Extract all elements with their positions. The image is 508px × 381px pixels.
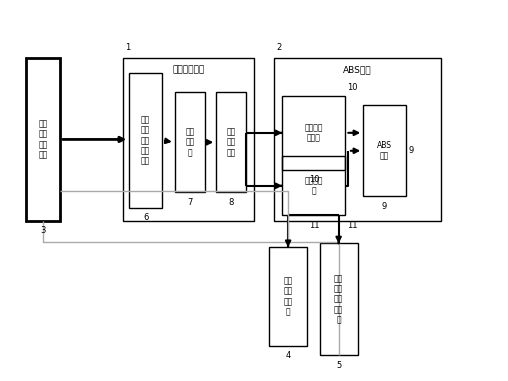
Bar — [282, 96, 345, 170]
Bar — [25, 58, 60, 221]
Text: 四个
传动
轴: 四个 传动 轴 — [185, 127, 195, 157]
Text: 控制
器及
显示
面板: 控制 器及 显示 面板 — [38, 119, 47, 160]
Text: 四个车轮
制动器: 四个车轮 制动器 — [305, 123, 323, 142]
Bar — [274, 58, 441, 221]
Text: 2: 2 — [277, 43, 282, 53]
Text: 1: 1 — [125, 43, 131, 53]
Text: 动力驱动系统: 动力驱动系统 — [172, 66, 204, 75]
Text: 10: 10 — [309, 175, 319, 184]
Bar — [129, 73, 162, 208]
Text: 5: 5 — [336, 361, 341, 370]
Bar — [175, 92, 205, 192]
Text: 11: 11 — [309, 221, 319, 230]
Text: 6: 6 — [143, 213, 148, 222]
Text: 7: 7 — [187, 198, 193, 207]
Text: 4: 4 — [285, 351, 291, 360]
Text: 11: 11 — [347, 221, 358, 230]
Bar — [320, 243, 358, 355]
Text: 10: 10 — [347, 83, 358, 92]
Text: 四个
磁粉
加载
器: 四个 磁粉 加载 器 — [283, 276, 293, 317]
Text: ABS系统: ABS系统 — [343, 66, 372, 75]
Text: 8: 8 — [229, 198, 234, 207]
Text: 四个
数据
信息
采集
器: 四个 数据 信息 采集 器 — [334, 274, 343, 325]
Text: 四个
模拟
车轮: 四个 模拟 车轮 — [227, 127, 236, 157]
Text: 9: 9 — [382, 202, 387, 211]
Text: 四台
独立
变频
调速
电机: 四台 独立 变频 调速 电机 — [141, 115, 150, 166]
Bar — [122, 58, 254, 221]
Text: 四个传感
器: 四个传感 器 — [305, 176, 323, 195]
Bar — [216, 92, 246, 192]
Text: 9: 9 — [408, 146, 414, 155]
Bar — [363, 106, 406, 196]
Bar — [282, 157, 345, 215]
Text: 3: 3 — [40, 226, 46, 235]
Bar — [269, 247, 307, 346]
Text: ABS
总成: ABS 总成 — [377, 141, 392, 160]
